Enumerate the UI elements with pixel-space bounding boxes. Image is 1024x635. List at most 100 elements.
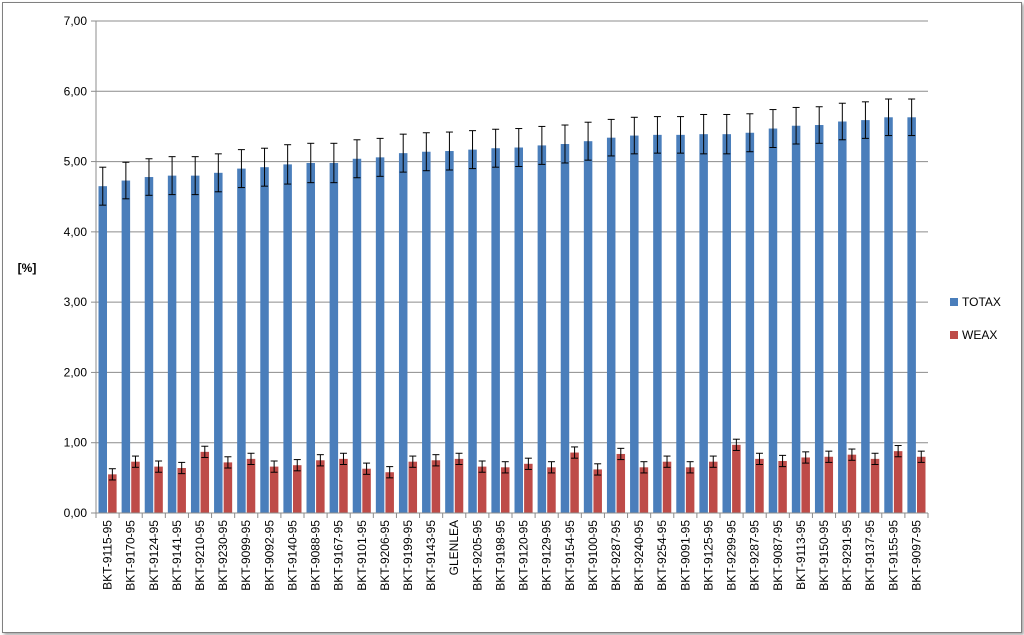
x-tick-label: BKT-9205-95 [470,520,484,591]
bar-totax [398,153,408,513]
x-tick-label: BKT-9120-95 [517,520,531,591]
bar-totax [583,141,593,513]
x-tick-label: BKT-9087-95 [771,520,785,591]
bar-weax [639,467,649,513]
x-tick-label: BKT-9099-95 [239,520,253,591]
bar-weax [593,469,602,513]
bar-totax [676,134,685,513]
x-tick-label: BKT-9101-95 [355,520,369,591]
bar-weax [524,463,533,513]
legend-label-weax: WEAX [962,328,997,342]
x-tick-label: BKT-9155-95 [886,520,900,591]
y-tick-label: 0,00 [64,506,88,520]
y-tick-label: 5,00 [64,155,88,169]
x-tick-label: BKT-9198-95 [493,520,507,591]
x-tick-label: BKT-9091-95 [678,520,692,591]
error-bars [99,98,925,481]
bar-totax [283,164,292,513]
y-tick-label: 6,00 [64,84,88,98]
x-tick-label: BKT-9129-95 [540,520,554,591]
x-tick-label: BKT-9170-95 [124,520,138,591]
bar-weax [547,467,556,513]
bar-totax [907,117,916,513]
x-tick-label: BKT-9100-95 [586,520,600,591]
legend-swatch-weax [950,331,958,339]
bar-weax [662,461,672,513]
bar-totax [699,134,708,513]
x-tick-label: BKT-9287-95 [748,520,762,591]
bar-totax [814,125,824,513]
bar-weax [616,453,626,513]
y-tick-label: 3,00 [64,295,88,309]
x-tick-label: BKT-9141-95 [170,520,184,591]
x-tick-label: BKT-9137-95 [863,520,877,591]
bar-totax [375,157,385,513]
bar-totax [237,168,246,513]
y-axis-ticks: 0,00 1,00 2,00 3,00 4,00 5,00 6,00 7,00 [64,14,96,520]
y-tick-label: 2,00 [64,365,88,379]
x-tick-label: BKT-9167-95 [332,520,346,591]
x-tick-label: BKT-9124-95 [147,520,161,591]
legend-swatch-totax [950,298,958,306]
bar-totax [306,162,316,513]
x-tick-label: BKT-9206-95 [378,520,392,591]
x-tick-label: BKT-9150-95 [817,520,831,591]
bar-totax [884,117,893,513]
bar-chart: 0,00 1,00 2,00 3,00 4,00 5,00 6,00 7,00 BKT-911… [18,14,1001,591]
bar-weax [755,458,764,513]
bar-weax [824,456,834,513]
x-tick-label: BKT-9254-95 [655,520,669,591]
bar-totax [491,148,500,513]
x-tick-label: BKT-9092-95 [262,520,276,591]
y-tick-label: 7,00 [64,14,88,28]
bar-weax [778,460,787,513]
x-tick-label: BKT-9287-95 [609,520,623,591]
bar-weax [801,457,810,513]
x-tick-label: BKT-9230-95 [216,520,230,591]
bar-totax [791,125,801,514]
bar-weax [916,456,926,513]
bar-totax [260,167,269,514]
bar-totax [468,149,477,513]
bar-weax [131,461,140,513]
x-tick-label: BKT-9154-95 [563,520,577,591]
bars [98,117,926,514]
x-tick-label: BKT-9240-95 [632,520,646,591]
bar-weax [223,462,233,513]
bar-totax [352,158,362,513]
bar-weax [292,465,302,513]
bar-totax [98,186,108,513]
bar-totax [121,180,131,513]
bar-weax [316,460,325,513]
x-tick-label: BKT-9199-95 [401,520,415,591]
x-axis-labels: BKT-9115-95 BKT-9170-95 BKT-9124-95 BKT-914… [101,520,924,591]
legend: TOTAX WEAX [950,295,1001,342]
bar-totax [329,162,339,513]
bar-weax [570,452,579,513]
gridlines [96,20,928,444]
x-tick-label: GLENLEA [447,520,461,575]
bar-weax [408,461,418,513]
bar-weax [500,467,510,513]
bar-weax [246,458,256,513]
bar-totax [167,175,177,513]
bar-weax [431,460,441,513]
bar-weax [339,458,348,513]
bar-totax [214,172,223,513]
bar-totax [630,135,639,513]
axes [95,21,929,518]
bar-weax [154,466,163,513]
bar-weax [893,451,903,513]
bar-totax [560,144,570,513]
x-tick-label: BKT-9113-95 [794,520,808,590]
bar-weax [685,467,695,513]
bar-totax [861,120,870,514]
bar-totax [514,147,524,513]
bar-totax [768,128,778,513]
x-tick-label: BKT-9140-95 [285,520,299,591]
bar-totax [537,145,547,514]
bar-weax [269,466,279,513]
x-tick-label: BKT-9210-95 [193,520,207,591]
y-axis-label: [%] [18,261,37,275]
